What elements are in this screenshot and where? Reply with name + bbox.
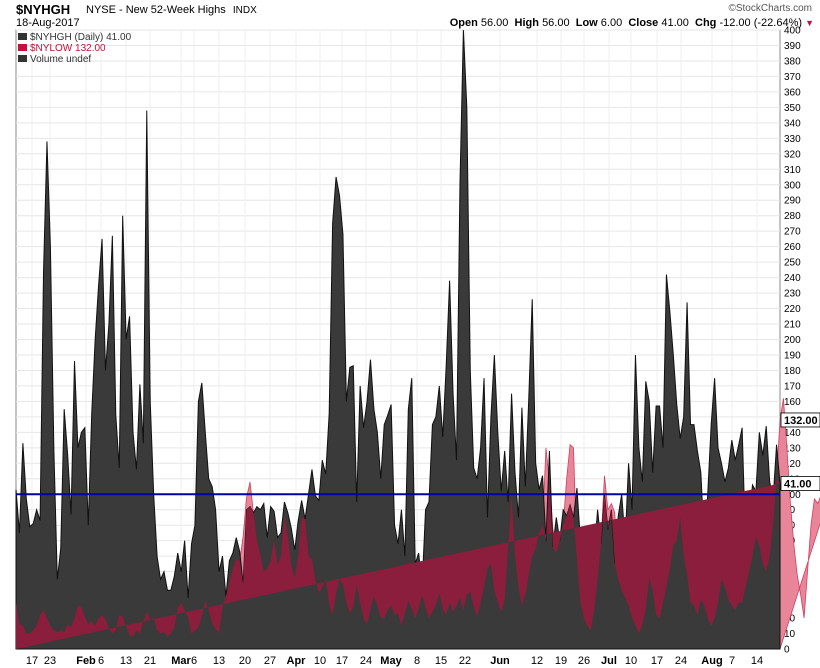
- y-tick-label: 170: [784, 381, 801, 392]
- nylow-price-tag-box: [780, 412, 820, 428]
- x-tick-label: 17: [651, 655, 663, 667]
- x-tick-label: 14: [751, 655, 763, 667]
- y-tick-label: 0: [784, 645, 790, 656]
- nylow-area: [16, 478, 780, 649]
- y-tick-label: 370: [784, 72, 801, 83]
- brand-watermark: ©StockCharts.com: [728, 3, 812, 14]
- x-tick-label: 27: [264, 655, 276, 667]
- legend-entry: Volume undef: [30, 54, 91, 65]
- x-tick-label: 8: [414, 655, 420, 667]
- exchange-label: INDX: [232, 5, 257, 16]
- close-value: 41.00: [661, 17, 689, 29]
- chg-value: -12.00 (-22.64%): [719, 17, 803, 29]
- x-tick-label: 23: [44, 655, 56, 667]
- chg-label: Chg: [695, 17, 717, 29]
- y-tick-label: 330: [784, 134, 801, 145]
- open-value: 56.00: [480, 17, 509, 29]
- legend-entry: $NYLOW 132.00: [30, 43, 106, 54]
- x-tick-label: 24: [675, 655, 687, 667]
- x-tick-label: 13: [213, 655, 225, 667]
- y-tick-label: 140: [784, 428, 801, 439]
- y-tick-label: 130: [784, 443, 801, 454]
- high-value: 56.00: [542, 17, 570, 29]
- legend-swatch: [18, 44, 27, 51]
- x-tick-label: 6: [98, 655, 104, 667]
- x-tick-label: 17: [26, 655, 38, 667]
- nyhgh-price-tag: 41.00: [780, 476, 820, 491]
- y-tick-label: 100: [784, 490, 801, 501]
- x-tick-label: 22: [459, 655, 471, 667]
- close-label: Close: [628, 17, 659, 29]
- chart-symbol: $NYHGH: [16, 2, 71, 17]
- legend-swatch: [18, 33, 27, 40]
- chart-description: NYSE - New 52-Week Highs INDX: [86, 4, 257, 16]
- x-tick-label: 12: [531, 655, 543, 667]
- low-value: 6.00: [600, 17, 623, 29]
- x-tick-label: 21: [144, 655, 156, 667]
- x-tick-label: 13: [120, 655, 132, 667]
- legend-entry: $NYHGH (Daily) 41.00: [30, 32, 132, 43]
- y-tick-label: 190: [784, 350, 801, 361]
- y-tick-label: 120: [784, 459, 801, 470]
- y-tick-label: 250: [784, 258, 801, 269]
- y-tick-label: 210: [784, 320, 801, 331]
- x-tick-label: Jun: [490, 655, 510, 667]
- nylow-price-tag: 132.00: [780, 412, 820, 428]
- x-tick-label: 17: [336, 655, 348, 667]
- y-tick-label: 320: [784, 149, 801, 160]
- x-tick-label: Mar: [171, 655, 191, 667]
- y-tick-label: 390: [784, 41, 801, 52]
- y-tick-label: 280: [784, 211, 801, 222]
- x-tick-label: 26: [578, 655, 590, 667]
- symbol-description: NYSE - New 52-Week Highs: [86, 4, 226, 16]
- y-tick-label: 290: [784, 196, 801, 207]
- high-label: High: [514, 17, 539, 29]
- x-tick-label: 10: [314, 655, 326, 667]
- y-tick-label: 10: [784, 629, 796, 640]
- x-tick-label: 19: [555, 655, 567, 667]
- y-tick-label: 350: [784, 103, 801, 114]
- y-tick-label: 270: [784, 227, 801, 238]
- y-tick-label: 180: [784, 366, 801, 377]
- y-tick-label: 200: [784, 335, 801, 346]
- legend-swatch: [18, 55, 27, 62]
- y-tick-label: 230: [784, 289, 801, 300]
- x-tick-label: Jul: [601, 655, 617, 667]
- low-label: Low: [575, 17, 598, 29]
- nylow-price-tag-text: 132.00: [784, 415, 818, 427]
- ohlc-readout: Open 56.00 High 56.00 Low 6.00 Close 41.…: [450, 17, 814, 29]
- y-tick-label: 400: [784, 26, 801, 37]
- x-tick-label: Apr: [287, 655, 307, 667]
- y-tick-label: 380: [784, 56, 801, 67]
- nyhgh-price-tag-text: 41.00: [784, 478, 812, 490]
- nyhgh-price-tag-box: [780, 476, 820, 491]
- open-label: Open: [449, 17, 478, 29]
- y-tick-label: 300: [784, 180, 801, 191]
- x-tick-label: Feb: [76, 655, 96, 667]
- x-tick-label: 15: [435, 655, 447, 667]
- y-tick-label: 260: [784, 242, 801, 253]
- x-tick-label: 7: [729, 655, 735, 667]
- y-tick-label: 340: [784, 118, 801, 129]
- x-tick-label: Aug: [701, 655, 722, 667]
- x-tick-label: May: [380, 655, 402, 667]
- x-tick-label: 24: [360, 655, 372, 667]
- y-tick-label: 360: [784, 87, 801, 98]
- x-tick-label: 20: [239, 655, 251, 667]
- y-tick-label: 240: [784, 273, 801, 284]
- y-tick-label: 160: [784, 397, 801, 408]
- down-arrow-icon: ▼: [805, 18, 814, 28]
- y-tick-label: 220: [784, 304, 801, 315]
- chart-date: 18-Aug-2017: [16, 17, 80, 29]
- x-tick-label: 10: [625, 655, 637, 667]
- y-tick-label: 310: [784, 165, 801, 176]
- x-tick-label: 6: [191, 655, 197, 667]
